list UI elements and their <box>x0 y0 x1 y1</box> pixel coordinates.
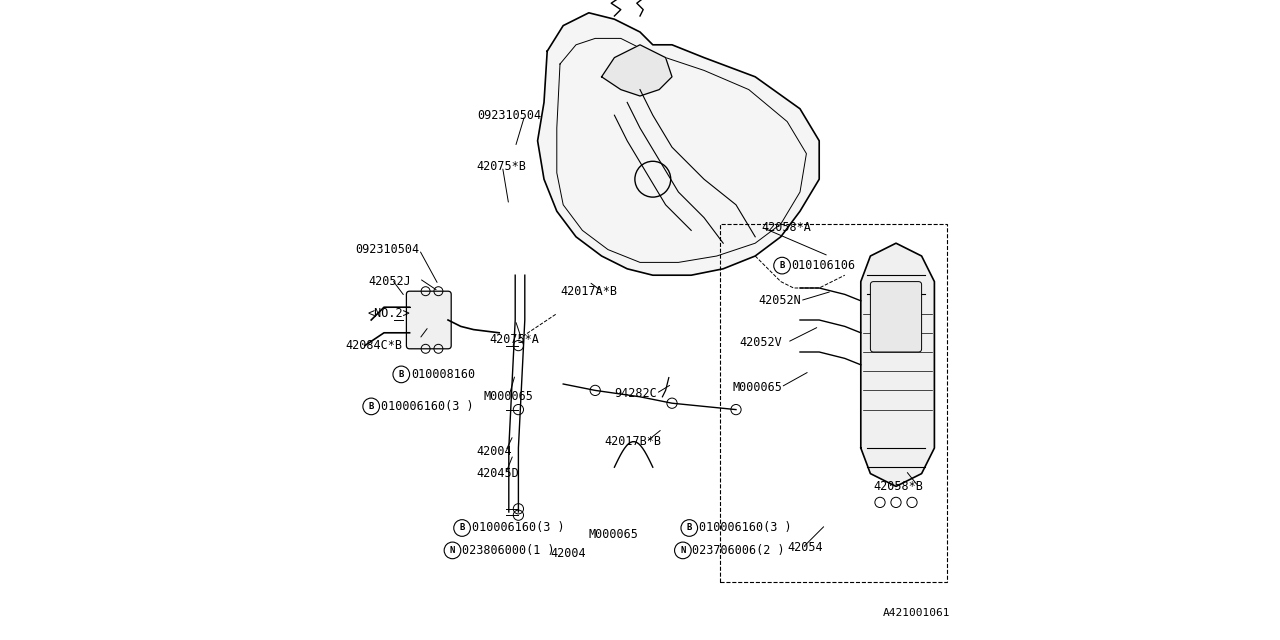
Text: N: N <box>680 546 686 555</box>
Text: M000065: M000065 <box>732 381 782 394</box>
Text: 092310504: 092310504 <box>356 243 420 256</box>
FancyBboxPatch shape <box>870 282 922 352</box>
Polygon shape <box>602 45 672 96</box>
Text: 010006160(3 ): 010006160(3 ) <box>472 522 564 534</box>
Text: 023806000(1 ): 023806000(1 ) <box>462 544 554 557</box>
Text: 42075*A: 42075*A <box>490 333 539 346</box>
Text: 94282C: 94282C <box>614 387 657 400</box>
Text: 42054: 42054 <box>787 541 823 554</box>
Bar <box>719 224 947 582</box>
Text: B: B <box>460 524 465 532</box>
Text: 42058*A: 42058*A <box>762 221 812 234</box>
Text: 42045D: 42045D <box>477 467 520 480</box>
Text: 42058*B: 42058*B <box>874 480 923 493</box>
Text: 42004: 42004 <box>477 445 512 458</box>
Text: 42052J: 42052J <box>369 275 411 288</box>
Text: M000065: M000065 <box>589 528 639 541</box>
Text: B: B <box>398 370 404 379</box>
Text: 42004: 42004 <box>550 547 586 560</box>
Text: B: B <box>686 524 692 532</box>
Text: B: B <box>780 261 785 270</box>
Text: 023706006(2 ): 023706006(2 ) <box>692 544 785 557</box>
Text: N: N <box>449 546 456 555</box>
Polygon shape <box>860 243 934 486</box>
Text: 092310504: 092310504 <box>477 109 541 122</box>
Text: 42075*B: 42075*B <box>477 160 526 173</box>
FancyBboxPatch shape <box>407 291 452 349</box>
Text: B: B <box>369 402 374 411</box>
Polygon shape <box>538 13 819 275</box>
Text: 010006160(3 ): 010006160(3 ) <box>699 522 791 534</box>
Text: <NO.2>: <NO.2> <box>369 307 411 320</box>
Text: M000065: M000065 <box>484 390 532 403</box>
Text: 42017B*B: 42017B*B <box>604 435 662 448</box>
Text: 42052V: 42052V <box>740 336 782 349</box>
Text: 42084C*B: 42084C*B <box>346 339 403 352</box>
Text: 42052N: 42052N <box>759 294 801 307</box>
Text: 42017A*B: 42017A*B <box>561 285 617 298</box>
Text: 010106106: 010106106 <box>791 259 856 272</box>
Text: 010008160: 010008160 <box>411 368 475 381</box>
Text: 010006160(3 ): 010006160(3 ) <box>381 400 474 413</box>
Text: A421001061: A421001061 <box>883 607 951 618</box>
